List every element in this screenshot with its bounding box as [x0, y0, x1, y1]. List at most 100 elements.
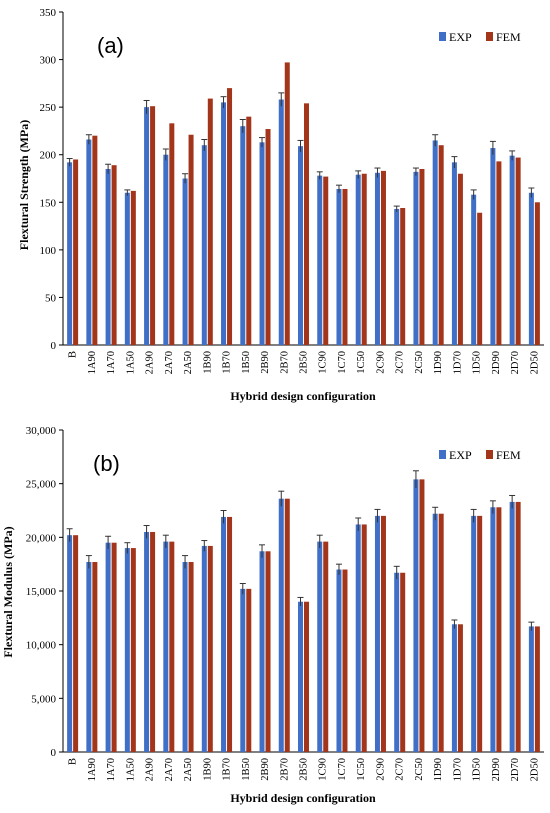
- x-tick-label-2B70: 2B70: [279, 758, 290, 781]
- x-tick-label-1C70: 1C70: [337, 758, 348, 781]
- x-tick-label-1B50: 1B50: [241, 351, 252, 374]
- bar-exp-1D50: [471, 515, 477, 752]
- bar-exp-2A50: [182, 178, 188, 345]
- bar-exp-2A90: [144, 531, 150, 752]
- y-axis-title-b: Flextural Modulus (MPa): [1, 526, 15, 657]
- x-tick-label-1B50: 1B50: [241, 758, 252, 781]
- bar-fem-2D50: [534, 626, 540, 752]
- bar-fem-1C50: [361, 524, 367, 752]
- x-tick-label-2D90: 2D90: [491, 351, 502, 374]
- bar-exp-1B90: [201, 145, 207, 345]
- plot-area-b: 0 5,000 10,000 15,000 20,000 25,000 30,000 B 1A…: [26, 425, 544, 781]
- bar-exp-1A70: [105, 168, 111, 345]
- chart-panel-b: 0 5,000 10,000 15,000 20,000 25,000 30,000 B 1A…: [1, 425, 544, 805]
- bar-exp-2A70: [163, 541, 169, 752]
- x-tick-label-1A90: 1A90: [87, 758, 98, 781]
- bar-exp-2B70: [278, 498, 284, 752]
- x-tick-label-1C50: 1C50: [356, 351, 367, 374]
- legend-swatch-fem-a: [486, 32, 493, 41]
- plot-area-a: 0 50 100 150 200 250 300 350 B 1A90 1A70 1A50 2A90 2…: [40, 7, 544, 374]
- y-ticks-a: 0 50 100 150 200 250 300 350: [40, 7, 63, 352]
- bar-fem-2D50: [534, 202, 540, 345]
- x-tick-label-1D70: 1D70: [452, 758, 463, 781]
- bar-exp-2A90: [144, 107, 150, 346]
- y-tick-label: 25,000: [26, 479, 57, 491]
- x-tick-label-2D50: 2D50: [529, 758, 540, 781]
- x-tick-label-2A90: 2A90: [145, 351, 156, 374]
- y-tick-label: 15,000: [26, 586, 57, 598]
- bar-fem-1B70: [227, 88, 233, 345]
- y-tick-label: 50: [45, 292, 57, 304]
- bar-fem-2B50: [304, 103, 309, 345]
- x-tick-label-1B90: 1B90: [202, 758, 213, 781]
- bar-exp-2C50: [413, 171, 419, 345]
- bar-exp-1B90: [201, 545, 207, 752]
- bar-fem-2A50: [188, 134, 194, 345]
- x-tick-label-1C90: 1C90: [318, 758, 329, 781]
- bar-exp-1C90: [317, 541, 323, 752]
- bar-fem-1D70: [457, 173, 463, 345]
- bar-fem-2D90: [496, 161, 502, 345]
- bar-fem-2C50: [419, 479, 425, 752]
- bar-fem-2C50: [419, 168, 425, 345]
- bar-fem-1C70: [342, 188, 348, 345]
- bar-exp-2D50: [528, 192, 534, 345]
- y-tick-label: 200: [40, 150, 57, 162]
- bar-exp-2C50: [413, 479, 419, 752]
- y-axis-title-a: Flextural Strength (MPa): [17, 120, 31, 250]
- bar-fem-2D70: [515, 157, 521, 345]
- bar-fem-1A90: [92, 135, 98, 345]
- x-tick-label-1A70: 1A70: [106, 351, 117, 374]
- y-tick-label: 10,000: [26, 640, 57, 652]
- bar-fem-1B50: [246, 116, 252, 346]
- bar-exp-2B50: [298, 601, 303, 752]
- bar-fem-2C70: [400, 572, 406, 752]
- x-tick-label-2D70: 2D70: [510, 351, 521, 374]
- legend-swatch-exp-b: [439, 450, 446, 459]
- panel-label-b: (b): [93, 451, 120, 476]
- legend-label-exp-a: EXP: [449, 30, 472, 44]
- bar-fem-1A50: [130, 190, 136, 345]
- x-tick-label-2C70: 2C70: [395, 758, 406, 781]
- bar-exp-1D90: [432, 140, 438, 345]
- x-tick-label-1D50: 1D50: [472, 351, 483, 374]
- x-tick-label-2B50: 2B50: [299, 758, 310, 781]
- y-tick-label: 150: [40, 197, 57, 209]
- bar-exp-2D90: [490, 507, 496, 752]
- bar-fem-1A70: [111, 165, 117, 345]
- bar-exp-1C70: [336, 569, 342, 752]
- bar-exp-2D70: [509, 501, 515, 752]
- bar-fem-1D50: [477, 212, 483, 345]
- x-tick-label-2B90: 2B90: [260, 351, 271, 374]
- bar-fem-1C90: [323, 176, 329, 345]
- bar-fem-1A50: [130, 548, 136, 752]
- bar-exp-1B70: [221, 102, 227, 345]
- x-tick-label-2A90: 2A90: [145, 758, 156, 781]
- bar-exp-1A90: [86, 139, 92, 345]
- x-tick-label-1D90: 1D90: [433, 758, 444, 781]
- y-tick-label: 100: [40, 245, 57, 257]
- legend-label-fem-b: FEM: [496, 448, 521, 462]
- bars-b: [66, 470, 540, 752]
- bar-exp-2B90: [259, 551, 265, 752]
- bar-exp-2C70: [394, 572, 400, 752]
- bar-fem-2A70: [169, 123, 175, 346]
- x-tick-label-2B90: 2B90: [260, 758, 271, 781]
- bar-fem-1B70: [227, 516, 233, 752]
- bar-fem-2A90: [150, 531, 156, 752]
- legend-a: EXP FEM: [439, 30, 521, 44]
- bar-exp-2C70: [394, 208, 400, 345]
- x-tick-label-2D50: 2D50: [529, 351, 540, 374]
- bar-exp-1D50: [471, 194, 477, 345]
- x-tick-label-1A50: 1A50: [125, 758, 136, 781]
- x-tick-label-1B70: 1B70: [222, 758, 233, 781]
- legend-label-fem-a: FEM: [496, 30, 521, 44]
- bar-exp-1A90: [86, 562, 92, 752]
- x-tick-label-1A70: 1A70: [106, 758, 117, 781]
- bar-exp-1D70: [451, 624, 457, 752]
- bar-fem-1B90: [207, 98, 213, 345]
- bar-fem-2A70: [169, 541, 175, 752]
- x-tick-label-1B90: 1B90: [202, 351, 213, 374]
- bar-exp-B: [67, 162, 73, 345]
- bar-fem-1C50: [361, 173, 367, 345]
